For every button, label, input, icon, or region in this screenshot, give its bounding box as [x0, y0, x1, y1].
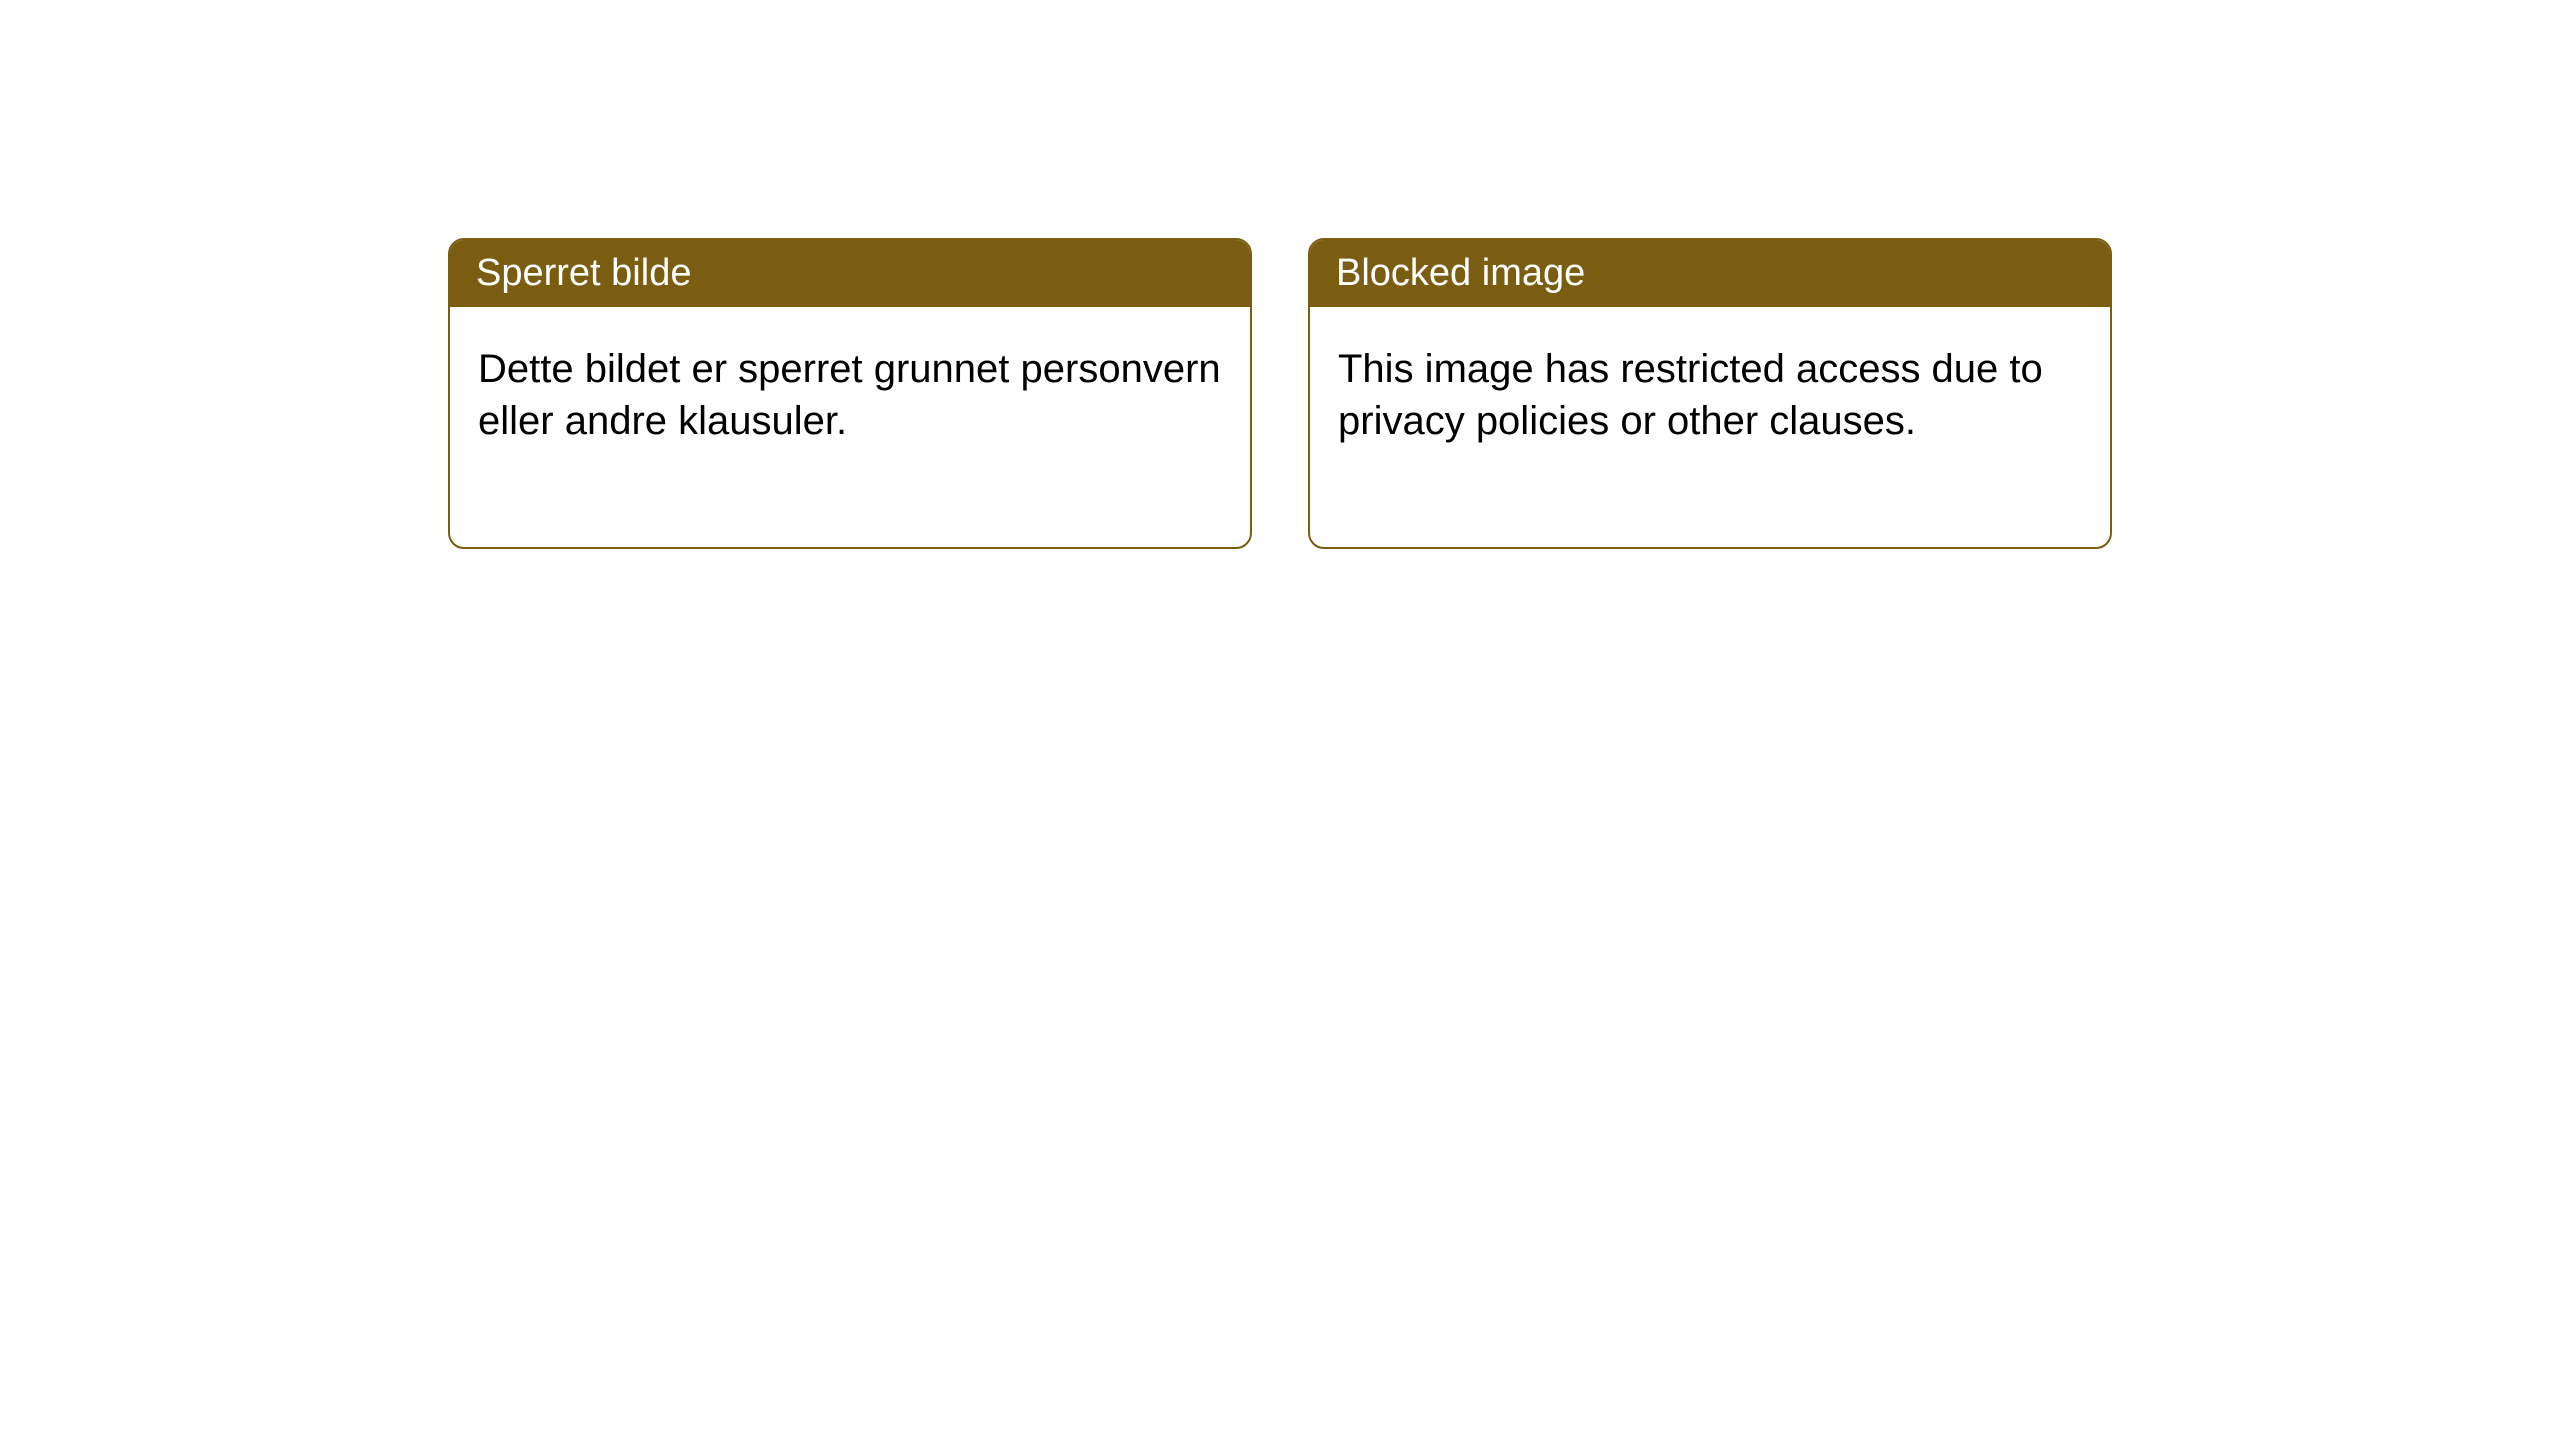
notice-body-english: This image has restricted access due to … — [1310, 307, 2110, 547]
notice-text-english: This image has restricted access due to … — [1338, 347, 2043, 443]
notice-card-english: Blocked image This image has restricted … — [1308, 238, 2112, 549]
notice-text-norwegian: Dette bildet er sperret grunnet personve… — [478, 347, 1221, 443]
notice-title-english: Blocked image — [1336, 252, 1585, 294]
notice-card-norwegian: Sperret bilde Dette bildet er sperret gr… — [448, 238, 1252, 549]
notice-header-english: Blocked image — [1310, 240, 2110, 307]
notice-title-norwegian: Sperret bilde — [476, 252, 691, 294]
notice-header-norwegian: Sperret bilde — [450, 240, 1250, 307]
notice-container: Sperret bilde Dette bildet er sperret gr… — [448, 238, 2112, 549]
notice-body-norwegian: Dette bildet er sperret grunnet personve… — [450, 307, 1250, 547]
